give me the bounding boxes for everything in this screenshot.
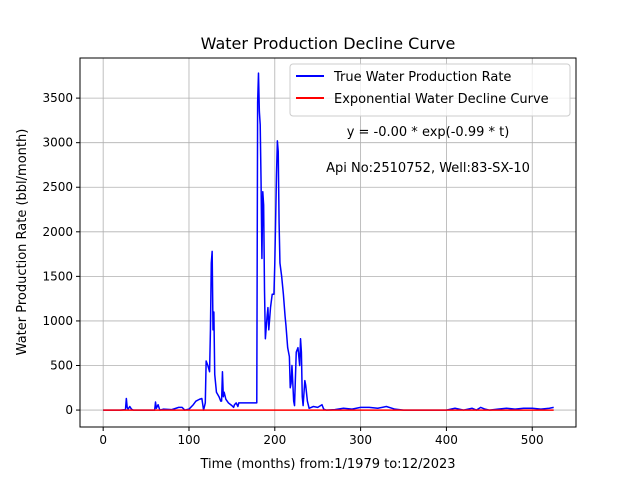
x-axis-label: Time (months) from:1/1979 to:12/2023 bbox=[199, 457, 455, 472]
x-tick-label: 100 bbox=[178, 433, 201, 447]
plot-frame bbox=[79, 57, 577, 428]
x-tick-label: 400 bbox=[435, 433, 458, 447]
y-tick-label: 500 bbox=[50, 359, 73, 373]
y-tick-label: 2000 bbox=[42, 225, 73, 239]
y-axis: 0 500 1000 1500 2000 2500 3000 3500 bbox=[42, 91, 80, 417]
y-tick-label: 1500 bbox=[42, 269, 73, 283]
legend-box bbox=[289, 63, 571, 117]
y-tick-label: 2500 bbox=[42, 180, 73, 194]
equation-annotation: y = -0.00 * exp(-0.99 * t) bbox=[347, 125, 510, 140]
legend-label-exponential: Exponential Water Decline Curve bbox=[334, 92, 549, 107]
legend-label-true-rate: True Water Production Rate bbox=[333, 70, 511, 85]
legend: True Water Production Rate Exponential W… bbox=[289, 63, 571, 117]
x-tick-label: 500 bbox=[521, 433, 544, 447]
y-tick-label: 3000 bbox=[42, 136, 73, 150]
x-tick-label: 300 bbox=[349, 433, 372, 447]
chart-title: Water Production Decline Curve bbox=[201, 34, 456, 53]
well-annotation: Api No:2510752, Well:83-SX-10 bbox=[326, 161, 530, 176]
y-tick-label: 1000 bbox=[42, 314, 73, 328]
y-tick-label: 0 bbox=[65, 403, 73, 417]
series-true-water-production-rate bbox=[103, 72, 554, 411]
series-layer bbox=[103, 72, 554, 411]
x-axis: 0 100 200 300 400 500 bbox=[99, 427, 544, 447]
y-tick-label: 3500 bbox=[42, 91, 73, 105]
x-tick-label: 0 bbox=[99, 433, 107, 447]
y-axis-label: Water Production Rate (bbl/month) bbox=[15, 129, 30, 356]
x-tick-label: 200 bbox=[263, 433, 286, 447]
